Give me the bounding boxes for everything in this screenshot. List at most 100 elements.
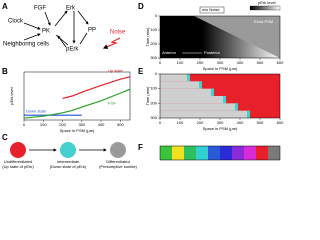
state-circle — [60, 142, 76, 158]
panel-label: E — [138, 67, 144, 76]
strip-cell — [220, 146, 232, 160]
node: Neighboring cells — [3, 42, 49, 48]
state-label: Intermediate — [57, 159, 80, 164]
title-box — [199, 6, 225, 14]
x-tick-label: 600 — [277, 120, 284, 125]
inhibit — [79, 32, 88, 45]
x-tick-label: 0 — [23, 122, 26, 127]
x-tick-label: 200 — [197, 120, 204, 125]
differentiated — [160, 81, 202, 89]
state-label: Undifferentiated — [4, 159, 32, 164]
intermediate — [235, 103, 238, 111]
arrow — [54, 10, 68, 27]
panel-label: C — [2, 133, 8, 142]
panel-label: F — [138, 143, 143, 152]
differentiated — [160, 96, 226, 104]
node: Noise — [110, 30, 126, 36]
y-tick-label: 0 — [155, 13, 158, 18]
state-circle — [110, 142, 126, 158]
x-tick-label: 300 — [78, 122, 85, 127]
y-tick-label: 300 — [150, 115, 157, 120]
panel-label: D — [138, 2, 144, 11]
series-line — [23, 88, 131, 119]
colorbar — [249, 5, 281, 11]
noise-arrow — [102, 37, 121, 49]
x-tick-label: 200 — [197, 60, 204, 65]
intermediate — [223, 96, 226, 104]
title: w/o Noise — [202, 7, 220, 12]
strip-cell — [184, 146, 196, 160]
node: pErk — [66, 47, 79, 53]
colorbar-label: pErk level — [258, 0, 276, 5]
strip-cell — [244, 146, 256, 160]
arrow — [23, 22, 41, 30]
state-circle — [10, 142, 26, 158]
state-sub: (Down state of pErk) — [50, 164, 87, 169]
arrow — [77, 10, 89, 25]
y-tick-label: 300 — [150, 55, 157, 60]
y-tick-label: 200 — [150, 100, 157, 105]
y-axis-label: Time (min) — [145, 86, 150, 106]
y-tick-label: 0 — [155, 71, 158, 76]
annotation: Extra PSM — [254, 19, 273, 24]
series-label: Down state — [26, 108, 47, 113]
x-tick-label: 500 — [257, 120, 264, 125]
state-sub: (Presumptive somite) — [99, 164, 137, 169]
differentiated — [160, 74, 190, 82]
node: FGF — [34, 6, 46, 12]
strip-cell — [172, 146, 184, 160]
x-tick-label: 0 — [159, 120, 162, 125]
x-tick-label: 400 — [98, 122, 105, 127]
series-label: Up state — [108, 68, 124, 73]
node: Erk — [66, 6, 76, 12]
strip-cell — [256, 146, 268, 160]
arrow — [23, 33, 41, 41]
strip-cell — [208, 146, 220, 160]
node: PK — [42, 29, 50, 35]
intermediate — [187, 74, 190, 82]
annotation: Posterior — [204, 50, 221, 55]
differentiated — [160, 88, 214, 96]
x-tick-label: 500 — [117, 122, 124, 127]
y-tick-label: 200 — [150, 41, 157, 46]
x-tick-label: 100 — [177, 60, 184, 65]
differentiated — [160, 110, 250, 118]
x-tick-label: 400 — [237, 60, 244, 65]
figure: A B C D E F FGF Erk Clock PK PP Neighbor… — [2, 0, 284, 169]
node: PP — [88, 28, 96, 34]
x-tick-label: 300 — [217, 60, 224, 65]
x-axis-label: Space in PSM (μm) — [203, 126, 238, 131]
x-axis-label: Space in PSM (μm) — [203, 66, 238, 71]
node: Clock — [8, 19, 24, 25]
panel-label: A — [2, 2, 8, 11]
x-tick-label: 100 — [177, 120, 184, 125]
y-tick-label: 100 — [150, 86, 157, 91]
strip-cell — [232, 146, 244, 160]
intermediate — [199, 81, 202, 89]
panel-label: B — [2, 67, 8, 76]
intermediate — [211, 88, 214, 96]
legend: Undifferentiated(Up state of pErk) Interm… — [2, 142, 138, 169]
x-tick-label: 100 — [40, 122, 47, 127]
arrow — [55, 34, 69, 46]
arrow — [44, 11, 51, 26]
x-tick-label: 300 — [217, 120, 224, 125]
annotation: Anterior — [162, 50, 177, 55]
strip-frame — [159, 145, 281, 161]
x-tick-label: 200 — [59, 122, 66, 127]
intermediate — [247, 110, 250, 118]
page: {"panel_labels":["A","B","C","D","E","F"… — [2, 0, 285, 170]
y-axis-label: Time (min) — [145, 27, 150, 47]
x-axis-label: Space in PSM (μm) — [60, 128, 95, 133]
differentiated — [160, 103, 238, 111]
y-tick-label: 100 — [150, 27, 157, 32]
strip-cell — [268, 146, 280, 160]
extra-psm — [194, 16, 280, 58]
state-label: Differentiated — [106, 159, 130, 164]
series-label: FGF — [108, 100, 117, 105]
strip-cell — [196, 146, 208, 160]
arrow — [57, 35, 67, 48]
y-axis-label: pErk level — [9, 87, 14, 105]
strip-cell — [160, 146, 172, 160]
x-tick-label: 400 — [237, 120, 244, 125]
